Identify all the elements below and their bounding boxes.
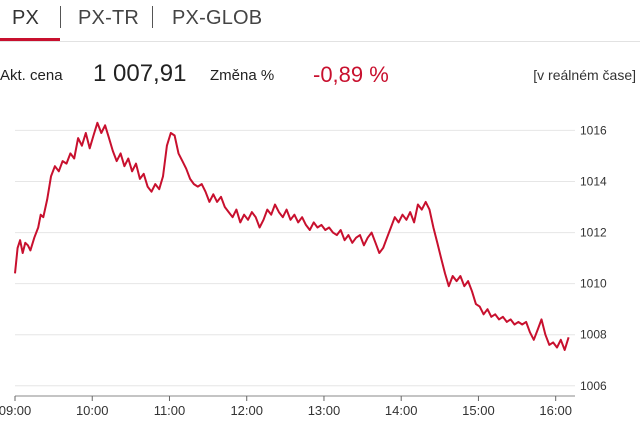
tab-separator — [152, 6, 153, 28]
index-tabs: PX PX-TR PX-GLOB — [0, 0, 640, 42]
x-tick-label: 11:00 — [154, 403, 186, 418]
x-tick-label: 14:00 — [385, 403, 418, 418]
y-tick-label: 1010 — [580, 277, 607, 291]
y-tick-label: 1006 — [580, 379, 607, 393]
x-tick-label: 12:00 — [230, 403, 263, 418]
change-value: -0,89 % — [313, 62, 389, 87]
x-tick-label: 13:00 — [308, 403, 341, 418]
quote-summary: Akt. cena 1 007,91 Změna % -0,89 % [v re… — [0, 58, 640, 92]
change-label: Změna % — [210, 67, 275, 84]
y-tick-label: 1008 — [580, 328, 607, 342]
intraday-chart: 1006 1008 1010 1012 1014 1016 09:00 10:00 11:00 1… — [0, 121, 607, 418]
price-series-line — [14, 121, 570, 351]
tab-px[interactable]: PX — [12, 7, 40, 29]
tab-px-glob[interactable]: PX-GLOB — [172, 7, 263, 29]
price-value: 1 007,91 — [93, 60, 187, 87]
active-tab-indicator — [0, 38, 60, 41]
tab-separator — [60, 6, 61, 28]
y-tick-label: 1016 — [580, 123, 607, 137]
y-tick-label: 1012 — [580, 226, 607, 240]
price-label: Akt. cena — [0, 67, 63, 84]
realtime-label: [v reálném čase] — [533, 67, 636, 83]
x-tick-label: 15:00 — [462, 403, 495, 418]
tab-px-tr[interactable]: PX-TR — [78, 7, 139, 29]
x-tick-label: 10:00 — [76, 403, 109, 418]
x-tick-label: 09:00 — [0, 403, 31, 418]
x-tick-label: 16:00 — [539, 403, 572, 418]
y-tick-label: 1014 — [580, 175, 607, 189]
